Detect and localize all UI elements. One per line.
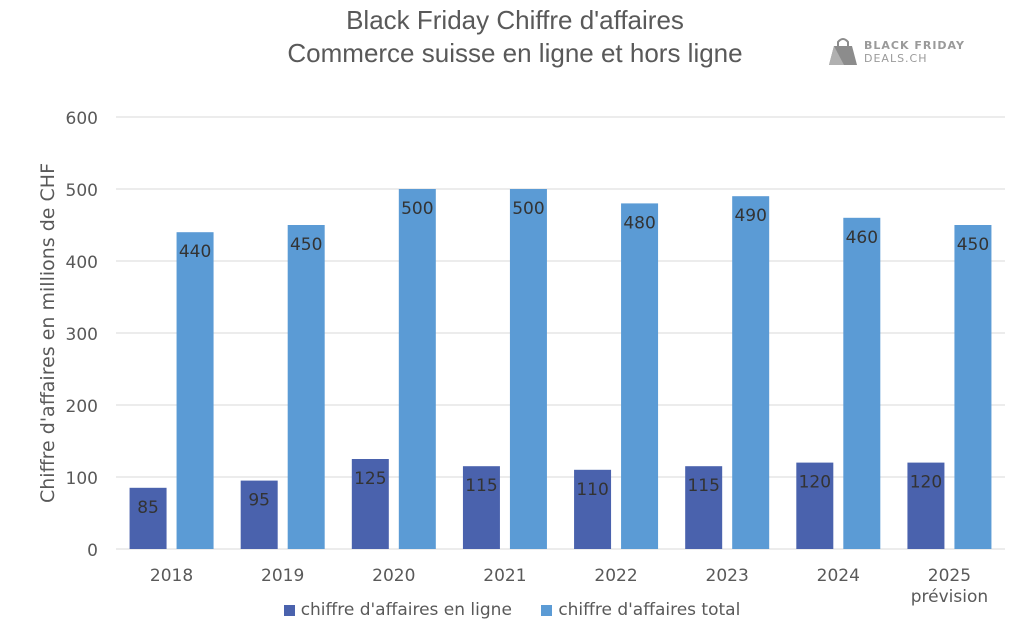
bar-online	[240, 480, 278, 549]
legend-item-total: chiffre d'affaires total	[541, 600, 740, 620]
bar-total	[176, 232, 214, 549]
logo-line2: DEALS.CH	[864, 52, 928, 65]
data-label-total: 480	[623, 213, 655, 233]
data-label-online: 120	[910, 473, 942, 493]
bar-total	[954, 225, 992, 549]
legend-label-total: chiffre d'affaires total	[558, 600, 741, 620]
data-label-online: 110	[576, 480, 608, 500]
x-tick-label: 2019	[261, 566, 304, 586]
data-label-online: 115	[687, 476, 719, 496]
data-label-online: 95	[248, 491, 270, 511]
bar-total	[732, 196, 770, 549]
x-tick-label: 2020	[372, 566, 415, 586]
y-tick-label: 0	[87, 541, 98, 561]
x-tick-label: 2024	[817, 566, 860, 586]
data-label-total: 460	[846, 228, 878, 248]
data-label-online: 85	[137, 498, 159, 518]
y-tick-label: 100	[66, 469, 98, 489]
bar-online	[574, 469, 612, 549]
bar-online	[351, 459, 389, 549]
legend-item-online: chiffre d'affaires en ligne	[283, 600, 512, 620]
y-tick-label: 400	[66, 253, 98, 273]
bar-total	[509, 189, 547, 549]
data-label-total: 450	[290, 235, 322, 255]
x-tick-label: 2022	[594, 566, 637, 586]
y-tick-label: 200	[66, 397, 98, 417]
y-tick-label: 500	[66, 181, 98, 201]
bar-online	[462, 466, 500, 549]
data-label-total: 490	[734, 206, 766, 226]
bar-total	[843, 217, 881, 550]
chart-legend: chiffre d'affaires en ligne chiffre d'af…	[0, 600, 1024, 621]
x-tick-label: 2021	[483, 566, 526, 586]
bar-total	[287, 225, 325, 549]
data-label-total: 500	[401, 199, 433, 219]
chart-title-line2: Commerce suisse en ligne et hors ligne	[287, 38, 743, 68]
bar-total	[398, 189, 436, 549]
x-tick-label: 2025	[928, 566, 971, 586]
bar-total	[621, 203, 659, 549]
y-tick-label: 300	[66, 325, 98, 345]
shopping-bag-icon	[829, 38, 857, 65]
brand-logo: BLACK FRIDAY DEALS.CH	[826, 34, 966, 70]
bar-online	[685, 466, 723, 549]
bar-online	[907, 462, 945, 549]
chart-title: Black Friday Chiffre d'affaires Commerce…	[200, 4, 830, 70]
y-tick-label: 600	[66, 109, 98, 129]
legend-swatch-online	[283, 604, 295, 616]
data-label-total: 450	[957, 235, 989, 255]
legend-swatch-total	[541, 604, 553, 616]
data-label-online: 125	[354, 469, 386, 489]
x-tick-label: 2023	[706, 566, 749, 586]
bar-online	[129, 487, 167, 549]
x-tick-label: 2018	[150, 566, 193, 586]
data-label-online: 120	[799, 473, 831, 493]
bar-online	[796, 462, 834, 549]
data-label-online: 115	[465, 476, 497, 496]
x-tick-label: prévision	[911, 587, 988, 607]
logo-line1: BLACK FRIDAY	[864, 39, 965, 52]
chart-title-line1: Black Friday Chiffre d'affaires	[346, 5, 684, 35]
data-label-total: 440	[179, 242, 211, 262]
data-label-total: 500	[512, 199, 544, 219]
legend-label-online: chiffre d'affaires en ligne	[300, 600, 512, 620]
